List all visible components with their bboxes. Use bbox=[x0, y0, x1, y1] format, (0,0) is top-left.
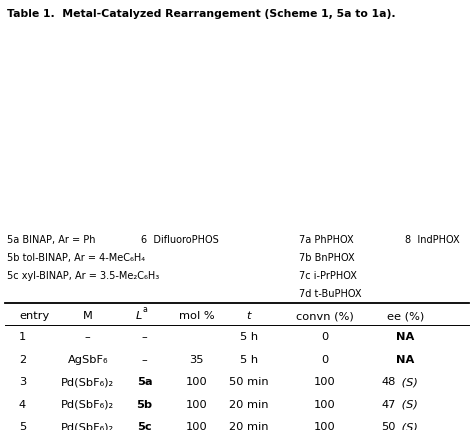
Text: 100: 100 bbox=[314, 376, 336, 387]
Text: Table 1.  Metal-Catalyzed Rearrangement (Scheme 1, 5a to 1a).: Table 1. Metal-Catalyzed Rearrangement (… bbox=[7, 9, 396, 19]
Text: 35: 35 bbox=[190, 354, 204, 364]
Text: 5c xyl-BINAP, Ar = 3.5-Me₂C₆H₃: 5c xyl-BINAP, Ar = 3.5-Me₂C₆H₃ bbox=[7, 270, 159, 280]
Text: Pd(SbF₆)₂: Pd(SbF₆)₂ bbox=[61, 421, 114, 430]
Text: 8  IndPHOX: 8 IndPHOX bbox=[405, 234, 460, 244]
Text: entry: entry bbox=[19, 310, 49, 320]
Text: 0: 0 bbox=[321, 354, 328, 364]
Text: AgSbF₆: AgSbF₆ bbox=[67, 354, 108, 364]
Text: 5a BINAP, Ar = Ph: 5a BINAP, Ar = Ph bbox=[7, 234, 96, 244]
Text: 5c: 5c bbox=[137, 421, 152, 430]
Text: 2: 2 bbox=[19, 354, 26, 364]
Text: 5b tol-BINAP, Ar = 4-MeC₆H₄: 5b tol-BINAP, Ar = 4-MeC₆H₄ bbox=[7, 252, 145, 262]
Text: NA: NA bbox=[396, 332, 414, 342]
Text: –: – bbox=[142, 354, 147, 364]
Text: 0: 0 bbox=[321, 332, 328, 342]
Text: 20 min: 20 min bbox=[229, 399, 269, 409]
Text: 5 h: 5 h bbox=[240, 332, 258, 342]
Text: a: a bbox=[143, 304, 147, 313]
Text: 4: 4 bbox=[19, 399, 26, 409]
Text: 100: 100 bbox=[314, 399, 336, 409]
Text: –: – bbox=[142, 332, 147, 342]
Text: 100: 100 bbox=[186, 399, 208, 409]
Text: 7b BnPHOX: 7b BnPHOX bbox=[299, 252, 354, 262]
Text: 7c i-PrPHOX: 7c i-PrPHOX bbox=[299, 270, 356, 280]
Text: 5: 5 bbox=[19, 421, 26, 430]
Text: 20 min: 20 min bbox=[229, 421, 269, 430]
Text: M: M bbox=[83, 310, 92, 320]
Text: Pd(SbF₆)₂: Pd(SbF₆)₂ bbox=[61, 376, 114, 387]
Text: 6  DifluoroPHOS: 6 DifluoroPHOS bbox=[141, 234, 219, 244]
Text: convn (%): convn (%) bbox=[296, 310, 354, 320]
Text: 100: 100 bbox=[186, 376, 208, 387]
Text: 3: 3 bbox=[19, 376, 26, 387]
Text: (S): (S) bbox=[398, 399, 418, 409]
Text: ee (%): ee (%) bbox=[387, 310, 424, 320]
Text: 47: 47 bbox=[382, 399, 396, 409]
Text: 5a: 5a bbox=[137, 376, 152, 387]
Text: 100: 100 bbox=[314, 421, 336, 430]
Text: (S): (S) bbox=[398, 421, 418, 430]
Text: 7a PhPHOX: 7a PhPHOX bbox=[299, 234, 353, 244]
Text: L: L bbox=[136, 310, 142, 320]
Text: 100: 100 bbox=[186, 421, 208, 430]
Text: –: – bbox=[85, 332, 91, 342]
Text: 5b: 5b bbox=[137, 399, 153, 409]
Text: 50 min: 50 min bbox=[229, 376, 269, 387]
Text: t: t bbox=[246, 310, 251, 320]
Text: mol %: mol % bbox=[179, 310, 215, 320]
Text: Pd(SbF₆)₂: Pd(SbF₆)₂ bbox=[61, 399, 114, 409]
Text: 5 h: 5 h bbox=[240, 354, 258, 364]
Text: 7d t-BuPHOX: 7d t-BuPHOX bbox=[299, 289, 361, 298]
Text: NA: NA bbox=[396, 354, 414, 364]
Text: 50: 50 bbox=[381, 421, 396, 430]
Text: 1: 1 bbox=[19, 332, 26, 342]
Text: (S): (S) bbox=[398, 376, 418, 387]
Text: 48: 48 bbox=[382, 376, 396, 387]
